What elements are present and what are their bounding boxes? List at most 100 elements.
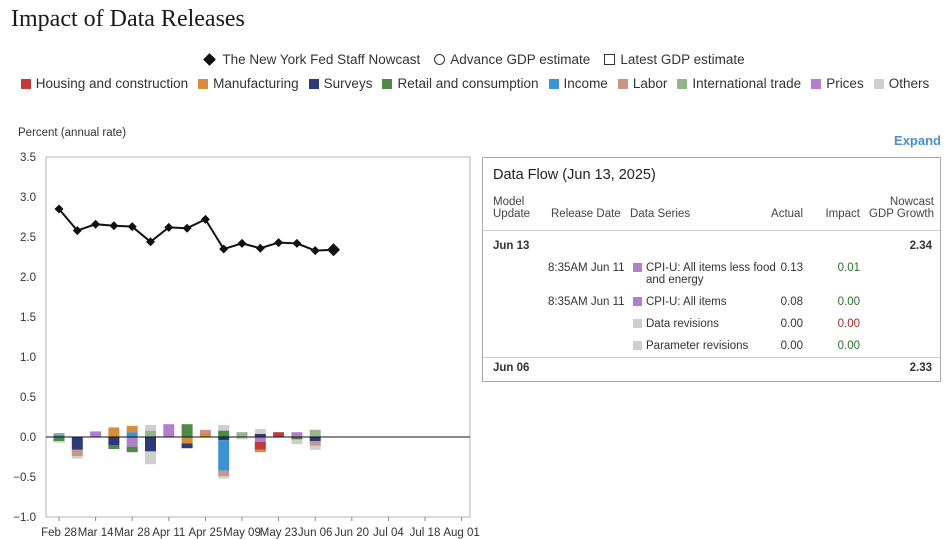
x-tick-label: Aug 01 <box>443 527 479 539</box>
data-flow-title: Data Flow (Jun 13, 2025) <box>493 167 656 183</box>
header-data-series: Data Series <box>630 208 691 220</box>
legend-swatch <box>617 78 628 89</box>
legend-category-label: Income <box>563 76 608 91</box>
nowcast-point <box>327 243 340 257</box>
legend-swatch <box>811 78 822 89</box>
model-update-date: Jun 13 <box>493 240 530 252</box>
plot-frame <box>45 156 471 518</box>
impact-bar <box>90 431 102 437</box>
nowcast-point <box>91 219 101 229</box>
impact-bar <box>181 443 193 449</box>
y-tick-label: 2.5 <box>20 232 36 244</box>
legend-category-international-trade[interactable]: International trade <box>677 76 801 91</box>
nowcast-point <box>200 214 210 224</box>
legend-category-surveys[interactable]: Surveys <box>308 76 372 91</box>
x-tick-label: Jul 04 <box>373 527 404 539</box>
y-tick-label: 1.5 <box>20 312 36 324</box>
impact-value: 0.01 <box>837 262 860 274</box>
x-tick-label: Mar 28 <box>114 527 150 539</box>
data-series-name: Data revisions <box>646 318 719 330</box>
impact-bar <box>53 441 65 443</box>
legend-swatch <box>20 78 31 89</box>
impact-bar <box>291 432 303 437</box>
impact-value: 0.00 <box>837 296 860 308</box>
nowcast-point <box>164 222 174 232</box>
x-tick-label: May 23 <box>260 527 298 539</box>
series-legend: The New York Fed Staff Nowcast Advance G… <box>0 52 950 67</box>
legend-latest-gdp[interactable]: Latest GDP estimate <box>604 52 745 67</box>
legend-nowcast[interactable]: The New York Fed Staff Nowcast <box>203 52 421 67</box>
square-icon <box>604 54 616 65</box>
header-impact: Impact <box>825 208 860 220</box>
impact-bar <box>108 437 120 445</box>
legend-category-label: Manufacturing <box>213 76 299 91</box>
series-swatch <box>633 319 642 328</box>
actual-value: 0.08 <box>780 296 803 308</box>
expand-link[interactable]: Expand <box>894 133 941 148</box>
impact-bar <box>291 437 303 440</box>
nowcast-point <box>219 244 229 254</box>
legend-category-manufacturing[interactable]: Manufacturing <box>198 76 299 91</box>
x-tick-label: Mar 14 <box>78 527 114 539</box>
impact-bar <box>218 440 230 471</box>
nowcast-point <box>72 226 82 236</box>
release-date: 8:35AM Jun 11 <box>548 296 625 308</box>
series-swatch <box>633 263 642 272</box>
series-swatch <box>633 297 642 306</box>
y-tick-label: 1.0 <box>20 352 36 364</box>
diamond-icon <box>203 53 217 66</box>
series-swatch <box>633 341 642 350</box>
impact-bar <box>309 445 321 450</box>
legend-swatch <box>308 78 319 89</box>
circle-icon <box>434 54 446 65</box>
legend-category-housing-and-construction[interactable]: Housing and construction <box>20 76 188 91</box>
impact-bar <box>273 432 285 437</box>
page-title: Impact of Data Releases <box>11 6 245 32</box>
impact-bar <box>309 437 321 441</box>
nowcast-point <box>255 243 265 253</box>
nowcast-point <box>292 238 302 248</box>
category-legend: Housing and construction Manufacturing Sur… <box>0 76 950 91</box>
x-tick-label: Apr 25 <box>188 527 222 539</box>
impact-bar <box>126 446 138 453</box>
impact-value: 0.00 <box>837 340 860 352</box>
impact-bar <box>145 437 156 452</box>
nowcast-point <box>109 221 119 231</box>
legend-category-labor[interactable]: Labor <box>617 76 667 91</box>
legend-nowcast-label: The New York Fed Staff Nowcast <box>222 52 421 67</box>
y-axis-label: Percent (annual rate) <box>18 127 126 139</box>
impact-bar <box>218 470 230 477</box>
data-series-name: Parameter revisions <box>646 340 749 352</box>
legend-advance-gdp[interactable]: Advance GDP estimate <box>434 52 590 67</box>
impact-bar <box>71 437 83 450</box>
impact-bar <box>71 456 83 459</box>
legend-swatch <box>548 78 559 89</box>
nowcast-point <box>54 204 64 214</box>
impact-bar <box>108 445 120 449</box>
x-tick-label: Feb 28 <box>41 527 77 539</box>
impact-bar <box>126 425 138 433</box>
impact-bar <box>126 432 138 437</box>
impact-bar <box>53 437 65 441</box>
x-tick-label: May 09 <box>223 527 261 539</box>
nowcast-gdp-value: 2.34 <box>909 240 932 252</box>
data-series-name: CPI-U: All items <box>646 296 727 308</box>
legend-category-prices[interactable]: Prices <box>811 76 864 91</box>
impact-bar <box>309 441 321 446</box>
impact-bar <box>236 437 248 440</box>
legend-category-retail-and-consumption[interactable]: Retail and consumption <box>382 76 539 91</box>
impact-bar <box>108 427 120 437</box>
nowcast-line <box>58 208 334 252</box>
impact-chart: Percent (annual rate) 3.5 3.0 2.5 2.0 1.5 1.0 0… <box>13 127 480 539</box>
impact-bar <box>199 429 211 433</box>
legend-latest-gdp-label: Latest GDP estimate <box>620 52 745 67</box>
impact-bar <box>199 433 211 437</box>
x-tick-label: Jun 06 <box>298 527 333 539</box>
legend-category-others[interactable]: Others <box>873 76 929 91</box>
legend-category-label: Prices <box>826 76 864 91</box>
legend-category-income[interactable]: Income <box>548 76 608 91</box>
impact-bar <box>145 451 156 465</box>
x-tick-label: Jun 20 <box>335 527 370 539</box>
header-divider <box>483 230 940 231</box>
x-tick-label: Jul 18 <box>410 527 441 539</box>
